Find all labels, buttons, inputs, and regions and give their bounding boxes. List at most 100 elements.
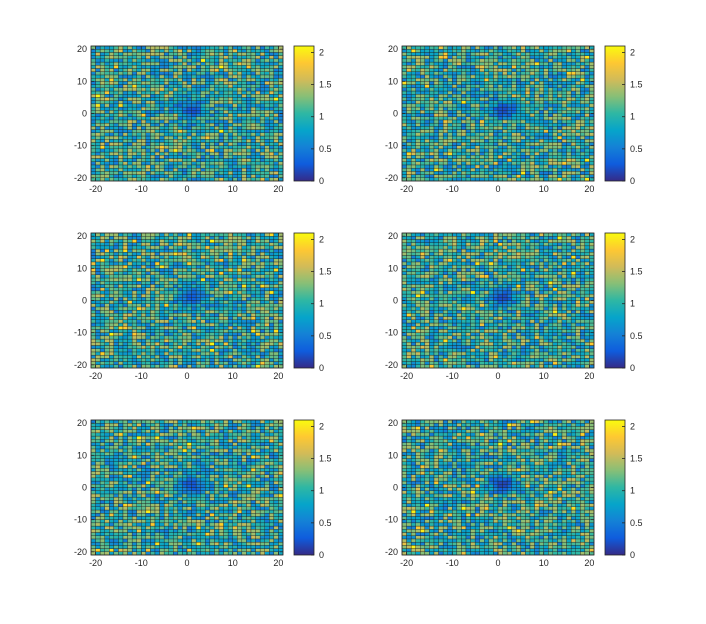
heatmap-cell bbox=[529, 84, 535, 88]
heatmap-cell bbox=[525, 145, 531, 150]
heatmap-cell bbox=[269, 126, 275, 130]
heatmap-cell bbox=[255, 139, 261, 143]
heatmap-cell bbox=[401, 71, 407, 76]
heatmap-cell bbox=[548, 122, 554, 127]
heatmap-cell bbox=[145, 97, 151, 101]
heatmap-cell bbox=[109, 306, 115, 311]
heatmap-cell bbox=[429, 167, 435, 172]
heatmap-cell bbox=[246, 139, 252, 143]
heatmap-cell bbox=[259, 52, 265, 56]
heatmap-cell bbox=[195, 129, 201, 133]
heatmap-cell bbox=[465, 68, 471, 72]
heatmap-cell bbox=[177, 145, 183, 150]
heatmap-cell bbox=[223, 342, 229, 346]
heatmap-cell bbox=[470, 55, 476, 60]
heatmap-cell bbox=[163, 361, 169, 365]
heatmap-cell bbox=[259, 354, 265, 359]
heatmap-cell bbox=[131, 100, 137, 105]
heatmap-cell bbox=[141, 84, 147, 88]
heatmap-cell bbox=[273, 345, 279, 349]
heatmap-cell bbox=[493, 52, 499, 56]
heatmap-cell bbox=[580, 139, 586, 143]
heatmap-cell bbox=[465, 49, 471, 53]
heatmap-cell bbox=[278, 313, 284, 317]
heatmap-cell bbox=[173, 55, 179, 60]
heatmap-cell bbox=[182, 287, 188, 292]
heatmap-cell bbox=[470, 77, 476, 82]
heatmap-cell bbox=[529, 58, 535, 63]
heatmap-cell bbox=[127, 261, 133, 266]
heatmap-cell bbox=[104, 287, 110, 292]
heatmap-cell bbox=[246, 303, 252, 308]
heatmap-cell bbox=[415, 87, 421, 92]
heatmap-cell bbox=[141, 90, 147, 95]
heatmap-cell bbox=[104, 345, 110, 349]
heatmap-cell bbox=[177, 306, 183, 311]
heatmap-cell bbox=[109, 55, 115, 60]
heatmap-cell bbox=[163, 306, 169, 311]
heatmap-cell bbox=[109, 345, 115, 349]
heatmap-cell bbox=[259, 338, 265, 343]
heatmap-cell bbox=[150, 106, 156, 111]
heatmap-cell bbox=[191, 361, 197, 365]
heatmap-cell bbox=[497, 55, 503, 60]
heatmap-cell bbox=[232, 81, 238, 85]
heatmap-cell bbox=[452, 61, 458, 66]
heatmap-cell bbox=[456, 45, 462, 50]
heatmap-cell bbox=[538, 74, 544, 79]
heatmap-cell bbox=[118, 361, 124, 365]
heatmap-cell bbox=[159, 68, 165, 72]
heatmap-cell bbox=[401, 61, 407, 66]
heatmap-cell bbox=[534, 167, 540, 172]
heatmap-cell bbox=[209, 319, 215, 324]
heatmap-cell bbox=[113, 119, 119, 124]
heatmap-cell bbox=[250, 135, 256, 140]
heatmap-cell bbox=[566, 155, 572, 159]
heatmap-cell bbox=[255, 77, 261, 82]
heatmap-cell bbox=[113, 116, 119, 121]
heatmap-cell bbox=[502, 87, 508, 92]
heatmap-cell bbox=[506, 90, 512, 95]
heatmap-cell bbox=[136, 177, 142, 182]
heatmap-cell bbox=[406, 52, 412, 56]
heatmap-cell bbox=[237, 338, 243, 343]
heatmap-cell bbox=[218, 348, 224, 353]
heatmap-cell bbox=[182, 167, 188, 172]
heatmap-cell bbox=[191, 81, 197, 85]
heatmap-cell bbox=[424, 81, 430, 85]
heatmap-cell bbox=[122, 129, 128, 133]
heatmap-cell bbox=[484, 87, 490, 92]
heatmap-cell bbox=[484, 45, 490, 50]
heatmap-cell bbox=[109, 158, 115, 162]
heatmap-cell bbox=[264, 77, 270, 82]
heatmap-cell bbox=[264, 322, 270, 327]
heatmap-cell bbox=[154, 126, 160, 130]
heatmap-cell bbox=[420, 68, 426, 72]
heatmap-cell bbox=[122, 284, 128, 288]
heatmap-cell bbox=[154, 94, 160, 98]
heatmap-cell bbox=[493, 106, 499, 111]
heatmap-cell bbox=[561, 87, 567, 92]
heatmap-cell bbox=[136, 161, 142, 166]
heatmap-cell bbox=[113, 361, 119, 365]
heatmap-cell bbox=[104, 90, 110, 95]
heatmap-cell bbox=[205, 161, 211, 166]
heatmap-cell bbox=[401, 148, 407, 153]
heatmap-cell bbox=[534, 126, 540, 130]
heatmap-cell bbox=[127, 167, 133, 172]
heatmap-cell bbox=[506, 119, 512, 124]
heatmap-cell bbox=[232, 309, 238, 314]
heatmap-cell bbox=[154, 45, 160, 50]
heatmap-cell bbox=[241, 119, 247, 124]
heatmap-cell bbox=[173, 74, 179, 79]
heatmap-cell bbox=[561, 52, 567, 56]
heatmap-cell bbox=[186, 103, 192, 108]
heatmap-cell bbox=[227, 164, 233, 169]
heatmap-cell bbox=[589, 119, 595, 124]
heatmap-cell bbox=[227, 161, 233, 166]
heatmap-cell bbox=[177, 354, 183, 359]
heatmap-cell bbox=[104, 139, 110, 143]
heatmap-cell bbox=[182, 348, 188, 353]
heatmap-cell bbox=[145, 132, 151, 137]
heatmap-cell bbox=[118, 351, 124, 356]
